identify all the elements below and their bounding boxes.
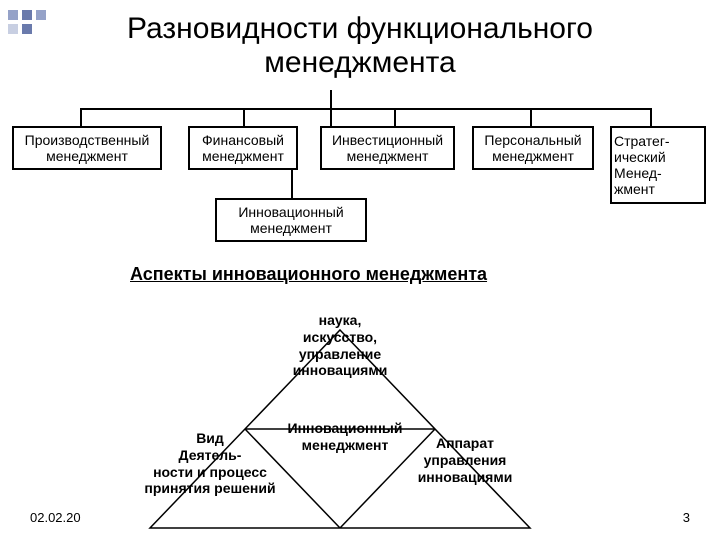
- triangle-right-text: Аппарат управления инновациями: [400, 435, 530, 485]
- triangle-center-text: Инновационный менеджмент: [280, 420, 410, 454]
- triangle-diagram: [0, 0, 720, 540]
- triangle-left-text: Вид Деятель- ности и процесс принятия ре…: [130, 430, 290, 497]
- footer-page: 3: [683, 510, 690, 525]
- triangle-top-text: наука, искусство, управление инновациями: [280, 312, 400, 379]
- footer-date: 02.02.20: [30, 510, 81, 525]
